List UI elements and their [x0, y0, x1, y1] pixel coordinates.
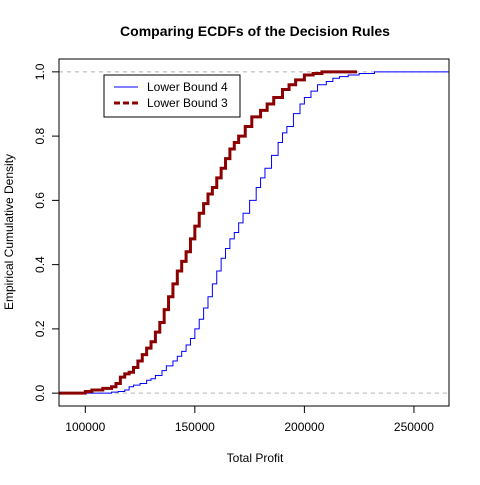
x-tick-label-1: 150000	[175, 420, 215, 434]
legend-box	[103, 74, 241, 118]
y-tick-label-3: 0.6	[33, 192, 47, 209]
y-tick-label-2: 0.4	[33, 256, 47, 273]
x-tick-label-3: 250000	[394, 420, 434, 434]
series-line-1	[59, 71, 449, 394]
chart-title: Comparing ECDFs of the Decision Rules	[120, 23, 390, 39]
plot-area: 100000 150000 200000 250000 0.0 0.2 0.4 0.6 0.8 1…	[33, 58, 450, 434]
plot-border	[58, 58, 450, 407]
y-axis-label: Empirical Cumulative Density	[2, 154, 16, 310]
y-tick-label-4: 0.8	[33, 127, 47, 144]
series-line-2	[59, 70, 357, 395]
y-tick-label-0: 0.0	[33, 384, 47, 401]
y-tick-label-5: 1.0	[33, 63, 47, 80]
x-tick-label-2: 200000	[284, 420, 324, 434]
legend-label-2: Lower Bound 3	[147, 96, 228, 110]
x-tick-label-0: 100000	[65, 420, 105, 434]
x-axis-label: Total Profit	[227, 451, 284, 465]
y-tick-label-1: 0.2	[33, 320, 47, 337]
legend-label-1: Lower Bound 4	[147, 80, 228, 94]
